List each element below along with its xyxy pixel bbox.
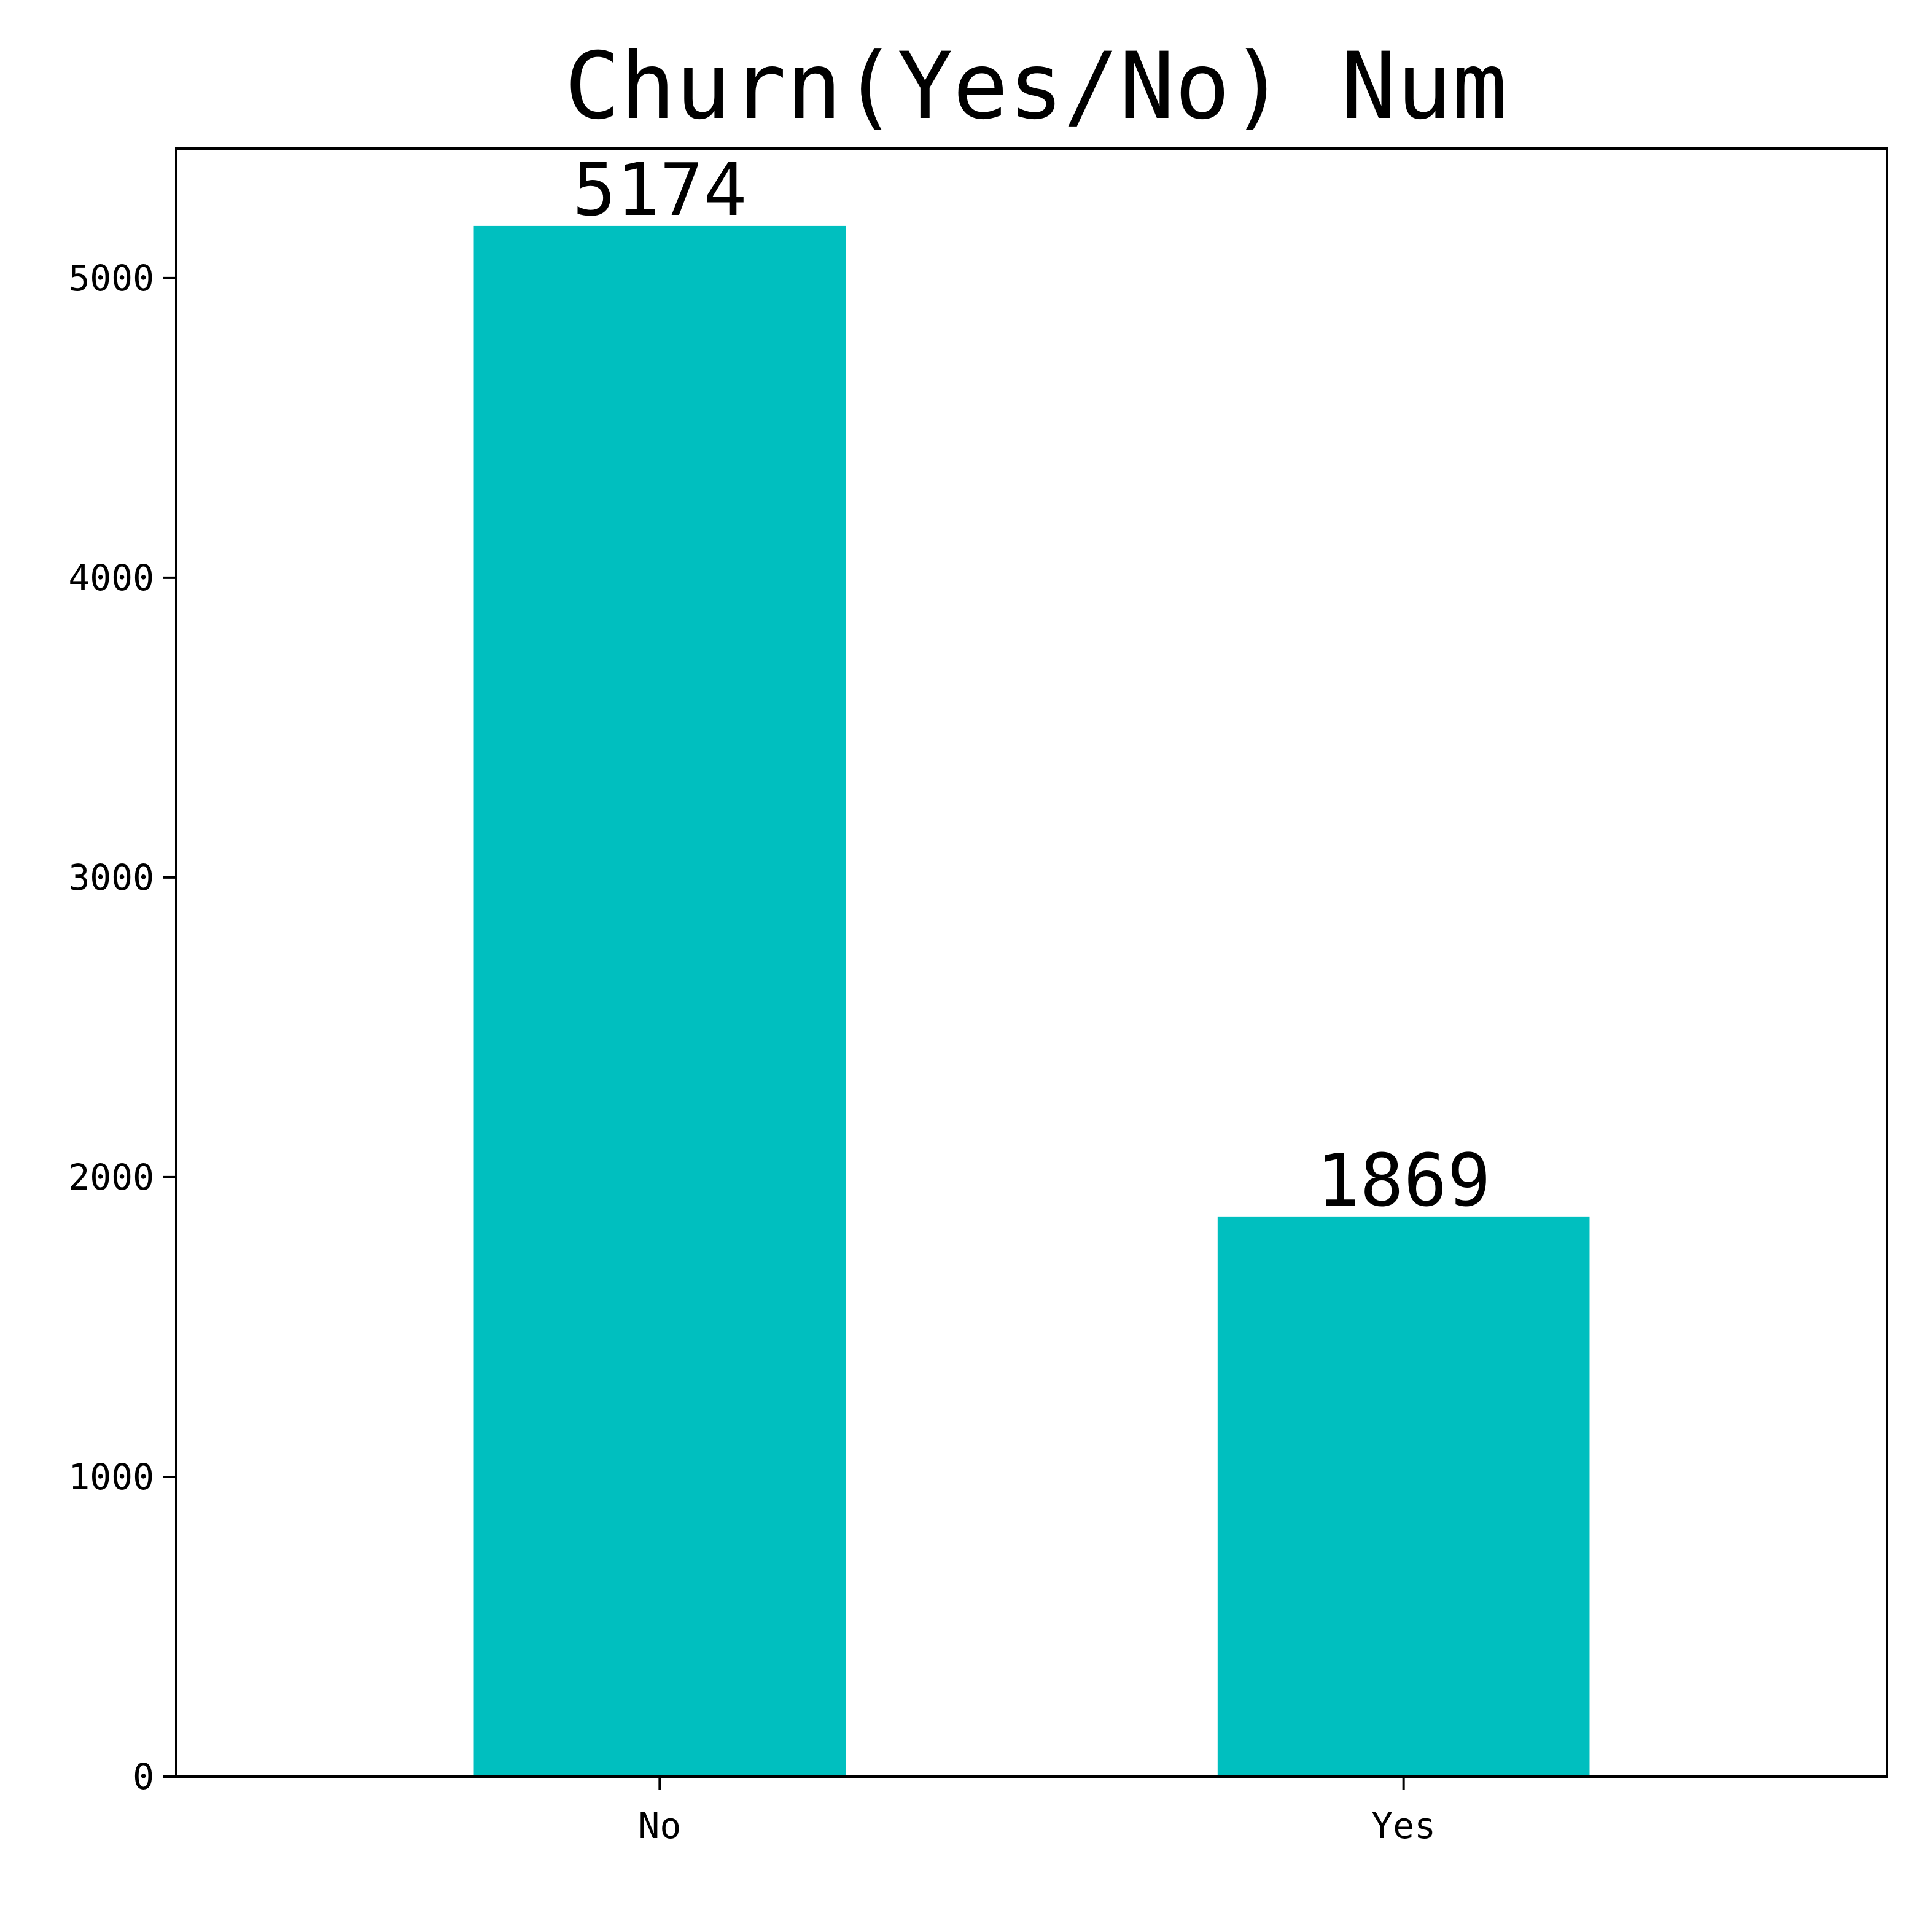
x-tick-label: Yes xyxy=(1371,1805,1436,1847)
x-axis: No Yes xyxy=(638,1777,1436,1847)
chart-title: Churn(Yes/No) Num xyxy=(564,33,1507,140)
bar-no xyxy=(473,225,846,1777)
bar-yes xyxy=(1217,1216,1590,1777)
y-tick-label: 0 xyxy=(133,1756,154,1798)
x-tick-label: No xyxy=(638,1805,681,1847)
plot-frame xyxy=(175,147,1888,1778)
y-tick-label: 1000 xyxy=(68,1456,154,1498)
value-label-no: 5174 xyxy=(572,147,747,232)
y-axis: 0 1000 2000 3000 4000 5000 xyxy=(68,257,176,1798)
y-tick-label: 2000 xyxy=(68,1156,154,1198)
y-tick-label: 4000 xyxy=(68,557,154,599)
value-label-yes: 1869 xyxy=(1317,1138,1491,1223)
y-tick-label: 5000 xyxy=(68,257,154,299)
bars-layer xyxy=(473,225,1590,1777)
value-labels-layer: 5174 1869 xyxy=(572,147,1490,1223)
y-tick-label: 3000 xyxy=(68,857,154,898)
